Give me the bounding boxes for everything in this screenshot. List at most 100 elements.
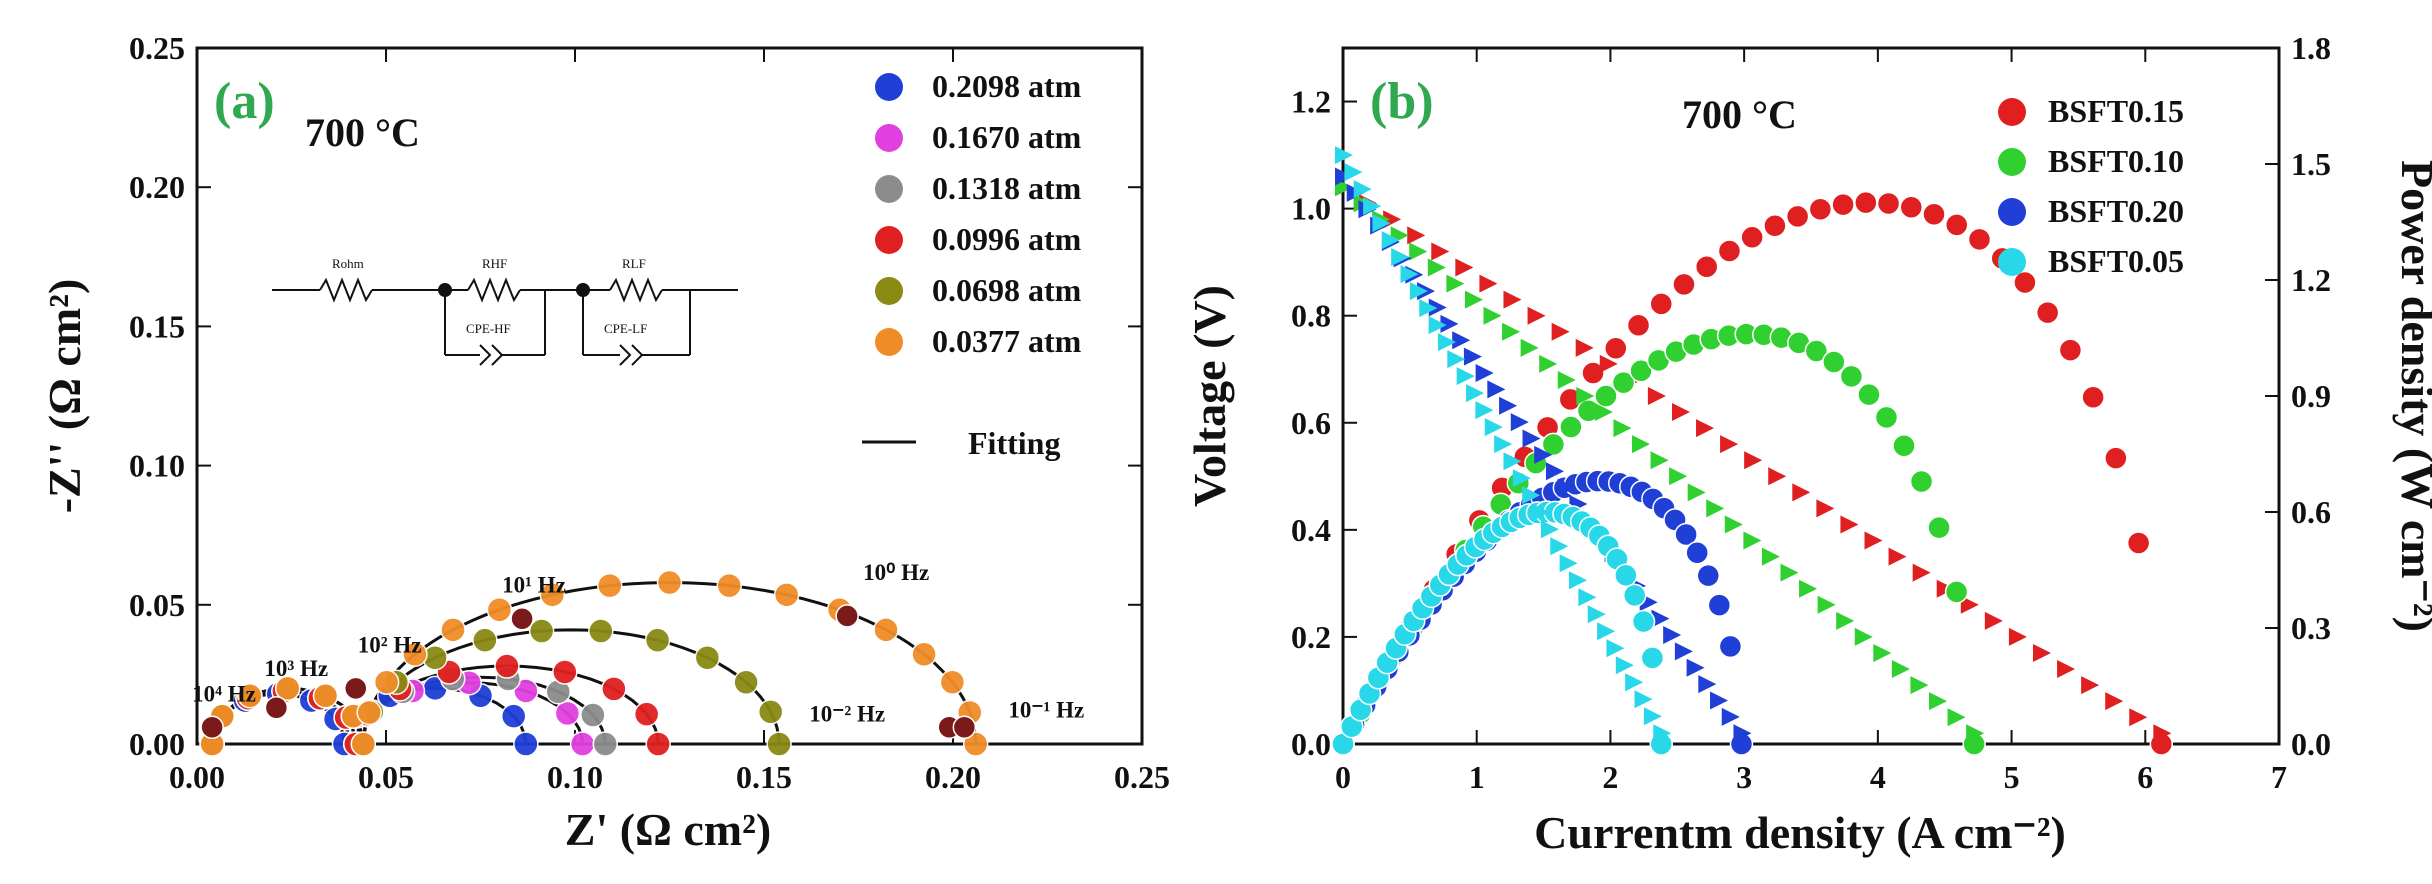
power-point (1631, 609, 1656, 634)
data-point (757, 699, 784, 725)
voltage-point (1743, 531, 1762, 550)
power-point (1967, 227, 1992, 252)
legend-label: 0.1670 atm (932, 119, 1082, 155)
x-tick-label: 7 (2271, 759, 2287, 795)
x-tick-label: 0 (1335, 759, 1351, 795)
panel-a-eis-chart: 0.00 0.05 0.10 0.15 0.20 0.25 0.00 0.05 0.10 0.15… (39, 30, 1170, 855)
data-point (552, 659, 578, 685)
panel-a-x-axis-label: Z' (Ω cm²) (565, 804, 771, 855)
panel-b-y-axis-label: Voltage (V) (1184, 285, 1235, 507)
voltage-point (1335, 167, 1353, 186)
power-point (1922, 202, 1946, 227)
voltage-point (1545, 462, 1564, 481)
voltage-point (1381, 231, 1400, 250)
x-tick-label: 0.00 (169, 759, 225, 795)
power-point (1707, 593, 1732, 617)
power-point (2013, 270, 2037, 295)
y2-tick-label: 0.0 (2291, 726, 2331, 762)
legend-marker (1998, 98, 2026, 126)
voltage-point (1559, 554, 1578, 573)
legend-marker (1998, 198, 2026, 226)
power-point (1718, 634, 1743, 659)
data-point (588, 618, 614, 644)
panel-a-temperature: 700 °C (305, 110, 420, 155)
voltage-point (2057, 660, 2076, 679)
power-point (1804, 339, 1829, 363)
voltage-point (1792, 483, 1811, 502)
voltage-point (1391, 248, 1410, 267)
y-tick-label: 0.8 (1291, 298, 1331, 334)
data-point (486, 596, 513, 623)
x-tick-label: 6 (2137, 759, 2153, 795)
legend-label: BSFT0.10 (2048, 143, 2184, 179)
frequency-label: 10² Hz (358, 632, 422, 657)
data-point (402, 641, 428, 668)
data-point (633, 701, 660, 727)
voltage-point (1854, 627, 1873, 646)
data-point (592, 731, 618, 757)
y-tick-label: 0.05 (129, 587, 185, 623)
voltage-point (1912, 563, 1931, 582)
voltage-point (1440, 314, 1459, 333)
voltage-point (1888, 547, 1907, 566)
voltage-point (1606, 639, 1625, 658)
power-point (1876, 191, 1901, 216)
voltage-point (1947, 708, 1966, 727)
voltage-point (1686, 658, 1705, 677)
voltage-point (1698, 675, 1717, 694)
voltage-point (1720, 435, 1739, 454)
voltage-point (1503, 452, 1522, 471)
voltage-point (1696, 419, 1715, 438)
y2-tick-label: 1.5 (2291, 146, 2331, 182)
legend-label: 0.0377 atm (932, 323, 1082, 359)
voltage-point (1452, 331, 1471, 350)
voltage-point (1984, 611, 2003, 630)
data-point (773, 582, 800, 608)
voltage-point (1816, 499, 1835, 518)
frequency-marker (264, 696, 289, 720)
y-tick-label: 0.4 (1291, 512, 1331, 548)
voltage-point (1721, 707, 1740, 726)
voltage-point (2105, 692, 2124, 711)
voltage-point (1479, 274, 1498, 293)
data-point (716, 572, 742, 599)
voltage-point (1534, 445, 1553, 464)
y-tick-label: 0.6 (1291, 405, 1331, 441)
power-point (1831, 192, 1855, 217)
voltage-point (1669, 467, 1688, 486)
circuit-label-cpe-lf: CPE-LF (604, 321, 647, 336)
voltage-point (1613, 419, 1632, 438)
voltage-point (1551, 322, 1570, 341)
voltage-point (1687, 483, 1706, 502)
data-point (645, 731, 671, 757)
power-point (1626, 313, 1651, 337)
voltage-point (1522, 429, 1541, 448)
frequency-marker (952, 715, 977, 740)
voltage-point (1674, 642, 1693, 661)
frequency-marker (835, 604, 859, 628)
y2-tick-label: 0.6 (2291, 494, 2331, 530)
voltage-point (1597, 622, 1616, 641)
voltage-point (1464, 290, 1483, 309)
voltage-point (1483, 306, 1502, 325)
power-point (1717, 239, 1742, 263)
y2-tick-label: 0.3 (2291, 610, 2331, 646)
data-point (569, 731, 596, 757)
equivalent-circuit-diagram (272, 277, 738, 366)
y-tick-label: 1.2 (1291, 84, 1331, 120)
power-point (1740, 225, 1764, 250)
power-point (1854, 190, 1878, 215)
y-tick-label: 0.2 (1291, 619, 1331, 655)
voltage-point (1768, 467, 1787, 486)
legend-label: BSFT0.15 (2048, 93, 2184, 129)
voltage-point (1527, 306, 1546, 325)
voltage-point (1643, 707, 1662, 726)
legend-label: BSFT0.20 (2048, 193, 2184, 229)
voltage-point (1836, 611, 1855, 630)
voltage-point (1599, 354, 1618, 373)
y2-tick-label: 0.9 (2291, 378, 2331, 414)
power-point (1785, 204, 1810, 229)
panel-b-ticks: 0 1 2 3 4 5 6 70.00.20.40.60.81.01.20.00.30.60.… (1291, 30, 2331, 795)
power-point (2035, 300, 2060, 325)
